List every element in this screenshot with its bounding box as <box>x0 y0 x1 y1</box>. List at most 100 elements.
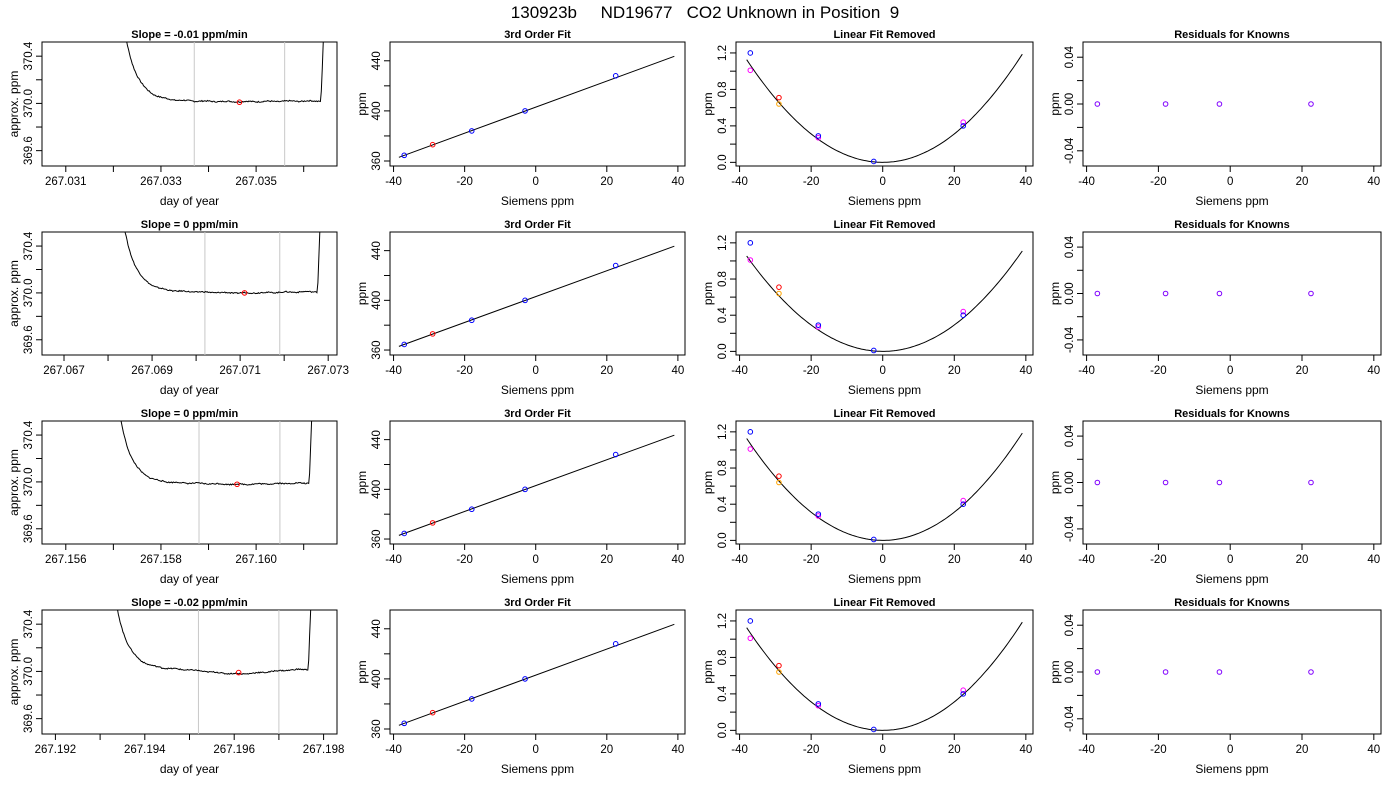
plot-frame <box>389 41 686 167</box>
x-tick-label: 267.196 <box>213 744 255 756</box>
known-point-alt <box>960 497 967 504</box>
known-point <box>401 152 408 159</box>
known-point <box>612 641 619 647</box>
x-tick-label: 267.192 <box>35 744 77 756</box>
plot-frame <box>1082 420 1382 545</box>
x-tick-label: 267.067 <box>43 365 85 377</box>
y-axis-label: approx. ppm <box>7 639 21 706</box>
plot-area <box>746 240 1023 354</box>
x-tick-label: 40 <box>1019 744 1032 756</box>
y-tick-label: 0.00 <box>1064 93 1076 115</box>
y-tick-label: 0.4 <box>717 685 729 702</box>
plot-area <box>1094 101 1314 107</box>
unknown-point <box>234 481 240 488</box>
x-tick-label: -20 <box>1150 554 1167 566</box>
y-axis-label: ppm <box>355 660 369 683</box>
y-tick-label: 369.6 <box>23 514 35 543</box>
known-point <box>815 133 822 139</box>
panel-3-1: 3rd Order Fit Siemens ppm ppm -40 -20 0 20 40 36… <box>355 597 686 776</box>
known-point-alt <box>960 687 967 694</box>
known-point <box>401 341 408 348</box>
panel-title: 3rd Order Fit <box>504 29 571 41</box>
residual-point <box>1216 101 1223 107</box>
plot-area <box>1094 290 1314 297</box>
known-point <box>401 530 408 537</box>
y-axis-label: ppm <box>1048 660 1062 683</box>
known-point <box>522 676 528 682</box>
known-point-alt <box>815 134 822 141</box>
unknown-point-alt <box>776 290 782 297</box>
x-tick-label: 0 <box>880 176 886 188</box>
y-tick-label: 0.4 <box>717 307 729 324</box>
known-point-alt <box>815 324 822 330</box>
known-point <box>468 317 475 324</box>
known-point-alt <box>747 635 754 642</box>
x-tick-label: 267.198 <box>303 744 345 756</box>
x-tick-label: 20 <box>948 744 961 756</box>
plot-area <box>1094 669 1314 675</box>
x-axis-label: Siemens ppm <box>848 383 921 397</box>
x-tick-label: 0 <box>1227 554 1233 566</box>
y-tick-label: 370.0 <box>23 657 35 686</box>
panel-3-3: Residuals for Knowns Siemens ppm ppm -40 -20… <box>1048 597 1382 776</box>
panel-2-3: Residuals for Knowns Siemens ppm ppm -40 -20… <box>1048 408 1382 586</box>
panel-2-0: Slope = 0 ppm/min day of year approx. ppm 2… <box>7 408 338 586</box>
residual-point <box>1094 101 1101 107</box>
plot-frame <box>735 231 1034 356</box>
x-axis-label: day of year <box>160 762 219 776</box>
y-tick-label: 370.0 <box>23 468 35 497</box>
chart-panels: Slope = -0.01 ppm/min day of year approx. … <box>7 29 1382 776</box>
panel-2-2: Linear Fit Removed Siemens ppm ppm -40 -20 0 2… <box>701 408 1034 586</box>
x-axis-label: Siemens ppm <box>1195 762 1268 776</box>
plot-area <box>124 232 321 355</box>
y-axis-label: ppm <box>355 282 369 305</box>
panel-0-1: 3rd Order Fit Siemens ppm ppm -40 -20 0 20 40 36… <box>355 29 686 208</box>
plot-area <box>398 245 675 348</box>
known-point <box>747 240 754 246</box>
y-tick-label: 1.2 <box>717 45 729 61</box>
x-tick-label: 20 <box>1296 554 1309 566</box>
quadratic-curve <box>746 53 1023 163</box>
x-tick-label: 40 <box>1019 365 1032 377</box>
y-tick-label: -0.04 <box>1064 705 1076 732</box>
x-axis-label: Siemens ppm <box>848 572 921 586</box>
x-tick-label: -20 <box>456 365 473 377</box>
unknown-point-alt <box>776 479 782 486</box>
x-tick-label: -40 <box>385 744 402 756</box>
time-trace <box>117 610 312 675</box>
y-tick-label: 0.04 <box>1064 613 1076 636</box>
known-point <box>522 486 528 493</box>
known-point <box>815 701 822 707</box>
x-tick-label: 40 <box>671 365 684 377</box>
x-tick-label: 0 <box>880 365 886 377</box>
known-point <box>870 347 877 354</box>
known-point <box>468 696 475 702</box>
y-tick-label: 440 <box>371 241 383 260</box>
known-point <box>960 123 967 129</box>
unknown-point <box>776 473 782 479</box>
x-tick-label: 0 <box>533 365 539 377</box>
plot-frame <box>1082 231 1382 356</box>
y-tick-label: 0.0 <box>717 154 729 170</box>
x-tick-label: 267.158 <box>140 554 182 566</box>
x-tick-label: -20 <box>456 176 473 188</box>
known-point-alt <box>815 513 822 519</box>
x-tick-label: 20 <box>948 554 961 566</box>
x-tick-label: 40 <box>1367 744 1380 756</box>
residual-point <box>1094 290 1101 297</box>
panel-1-3: Residuals for Knowns Siemens ppm ppm -40 -20… <box>1048 219 1382 397</box>
panel-3-2: Linear Fit Removed Siemens ppm ppm -40 -20 0 2… <box>701 597 1034 776</box>
y-axis-label: ppm <box>701 471 715 494</box>
y-tick-label: 0.0 <box>717 343 729 359</box>
panel-1-1: 3rd Order Fit Siemens ppm ppm -40 -20 0 20 40 36… <box>355 219 686 397</box>
y-tick-label: -0.04 <box>1064 137 1076 164</box>
panel-title: Residuals for Knowns <box>1174 408 1290 420</box>
x-tick-label: 20 <box>1296 176 1309 188</box>
plot-frame <box>389 609 686 735</box>
x-tick-label: 40 <box>1367 176 1380 188</box>
y-tick-label: 370.0 <box>23 279 35 308</box>
quadratic-curve <box>746 432 1023 541</box>
y-axis-label: ppm <box>355 92 369 115</box>
y-axis-label: approx. ppm <box>7 260 21 327</box>
plot-area <box>398 434 675 537</box>
